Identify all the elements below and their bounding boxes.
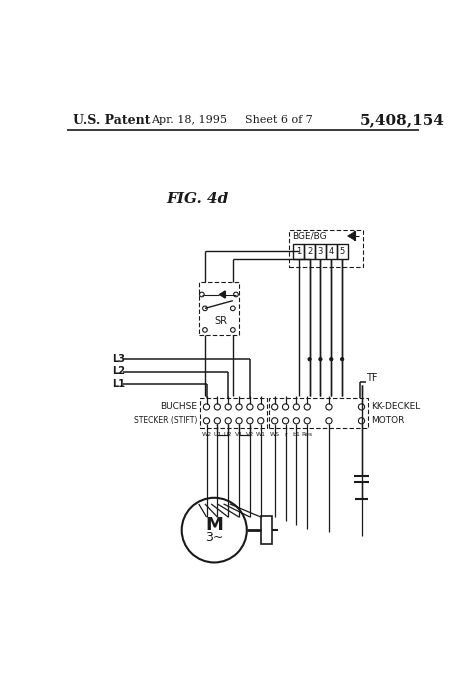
Text: 5,408,154: 5,408,154 [359, 113, 444, 127]
Text: KK-DECKEL: KK-DECKEL [371, 402, 420, 411]
Text: FIG. 4d: FIG. 4d [166, 192, 228, 206]
Text: L3: L3 [112, 354, 125, 364]
Text: r: r [284, 432, 287, 436]
Text: 5: 5 [339, 247, 345, 256]
Text: 3: 3 [318, 247, 323, 256]
Bar [315, 244, 326, 259]
Bar [337, 244, 347, 259]
Text: W1: W1 [256, 432, 266, 436]
Text: M: M [205, 516, 223, 535]
Text: 2: 2 [307, 247, 312, 256]
Bar [199, 282, 239, 335]
Text: U.S. Patent: U.S. Patent [73, 114, 151, 127]
Circle shape [319, 358, 322, 361]
Bar [268, 397, 368, 429]
Text: WS: WS [270, 432, 280, 436]
Text: Res: Res [301, 432, 313, 436]
Text: b1: b1 [292, 432, 301, 436]
Text: V2: V2 [246, 432, 254, 436]
Text: SR: SR [214, 316, 227, 326]
Text: U2: U2 [224, 432, 232, 436]
Text: 3~: 3~ [205, 531, 223, 544]
Polygon shape [219, 291, 225, 299]
Text: BUCHSE: BUCHSE [160, 402, 197, 411]
Bar [304, 244, 315, 259]
Bar [326, 244, 337, 259]
Text: Sheet 6 of 7: Sheet 6 of 7 [245, 116, 312, 125]
Text: Apr. 18, 1995: Apr. 18, 1995 [152, 116, 228, 125]
Polygon shape [347, 231, 356, 241]
Bar [289, 230, 363, 267]
Bar [293, 244, 304, 259]
Text: U1: U1 [213, 432, 221, 436]
Text: 4: 4 [328, 247, 334, 256]
Text: 1: 1 [296, 247, 301, 256]
Text: W2: W2 [201, 432, 211, 436]
Text: STECKER (STIFT): STECKER (STIFT) [134, 416, 197, 425]
Circle shape [308, 358, 311, 361]
Text: MOTOR: MOTOR [371, 416, 404, 425]
Text: L2: L2 [112, 367, 125, 377]
Circle shape [341, 358, 344, 361]
Text: TF: TF [366, 374, 378, 383]
Bar [201, 397, 267, 429]
Circle shape [330, 358, 333, 361]
Text: BGE/BG: BGE/BG [292, 232, 327, 241]
Text: L1: L1 [112, 379, 125, 389]
Bar [261, 516, 272, 544]
Text: V1: V1 [235, 432, 243, 436]
